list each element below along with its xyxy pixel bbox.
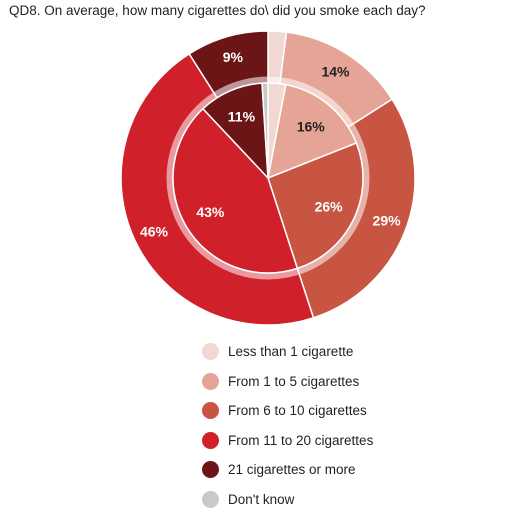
legend-label: From 11 to 20 cigarettes (228, 432, 374, 448)
inner-slice-label-4: 11% (228, 109, 256, 125)
legend-item: From 6 to 10 cigarettes (202, 396, 373, 426)
inner-slice-label-1: 16% (297, 118, 326, 134)
legend-label: From 1 to 5 cigarettes (228, 373, 360, 389)
legend-item: From 1 to 5 cigarettes (202, 367, 373, 397)
legend-item: Don't know (202, 485, 373, 515)
legend-swatch (202, 372, 219, 390)
legend-swatch (202, 402, 219, 420)
legend-swatch (202, 461, 219, 479)
legend-item: From 11 to 20 cigarettes (202, 426, 373, 456)
pie-chart: 14% 29% 46% 9% 16% 26% 43% 11% (120, 30, 416, 326)
outer-slice-label-1: 14% (321, 64, 350, 80)
legend-label: Don't know (228, 491, 295, 507)
legend-label: From 6 to 10 cigarettes (228, 403, 367, 419)
legend-item: Less than 1 cigarette (202, 337, 373, 367)
legend-label: Less than 1 cigarette (228, 344, 354, 360)
legend-swatch (202, 343, 219, 361)
inner-slice-label-3: 43% (196, 204, 225, 220)
chart-title: QD8. On average, how many cigarettes do\… (9, 3, 426, 18)
legend-swatch (202, 431, 219, 449)
inner-slice-label-2: 26% (315, 199, 344, 215)
outer-slice-label-3: 46% (140, 224, 169, 240)
legend-swatch (202, 490, 219, 508)
outer-slice-label-2: 29% (373, 213, 402, 229)
ring-separator (166, 76, 370, 280)
legend: Less than 1 cigarette From 1 to 5 cigaret… (202, 337, 373, 514)
legend-item: 21 cigarettes or more (202, 455, 373, 485)
slice-labels: 14% 29% 46% 9% 16% 26% 43% 11% (140, 49, 401, 240)
legend-label: 21 cigarettes or more (228, 462, 356, 478)
outer-slice-label-4: 9% (223, 49, 244, 65)
inner-ring (166, 76, 370, 280)
